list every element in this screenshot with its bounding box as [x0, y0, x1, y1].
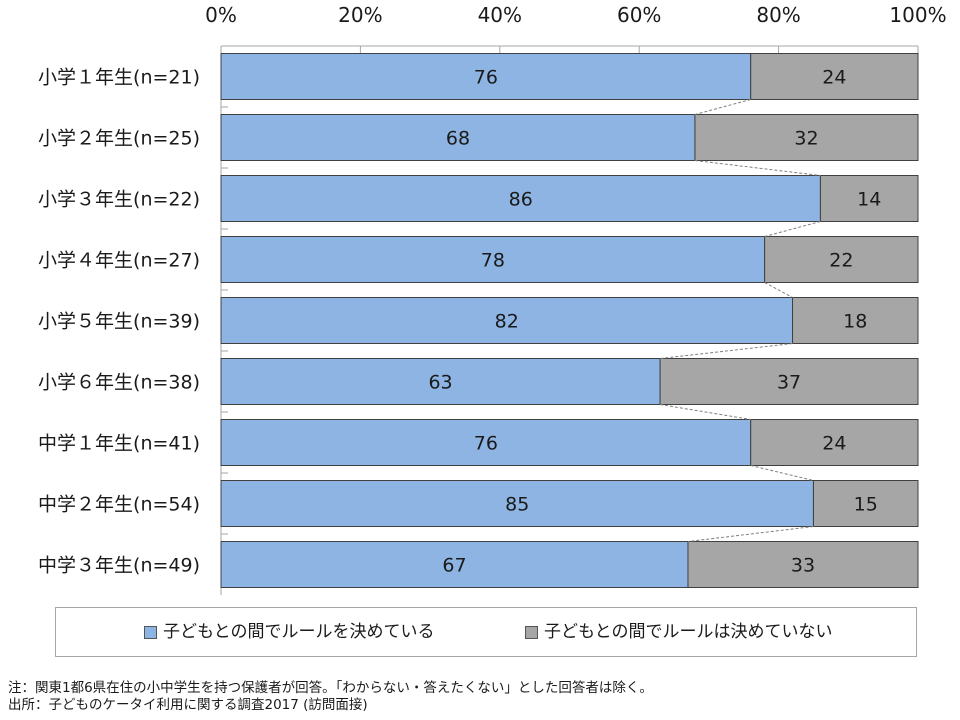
data-label-rules-not-set: 15	[854, 494, 878, 516]
series-connector-line	[764, 282, 793, 298]
bar-segment-rules-not-set	[750, 419, 919, 466]
series-connector-line	[694, 160, 821, 176]
x-tick-label: 0%	[205, 3, 237, 27]
category-label: 小学２年生(n=25)	[38, 128, 200, 150]
category-label: 小学５年生(n=39)	[38, 311, 200, 333]
data-label-rules-set: 76	[474, 67, 498, 89]
legend: 子どもとの間でルールを決めている 子どもとの間でルールは決めていない	[55, 607, 917, 657]
data-label-rules-not-set: 32	[794, 128, 818, 150]
series-connector-line	[660, 404, 751, 420]
data-label-rules-set: 86	[509, 189, 533, 211]
series-connector-line	[750, 465, 814, 481]
data-label-rules-not-set: 33	[791, 555, 815, 577]
data-label-rules-set: 82	[495, 311, 519, 333]
footnote-source: 出所：子どものケータイ利用に関する調査2017 (訪問面接)	[8, 697, 368, 713]
bar-segment-rules-set	[220, 114, 696, 161]
data-label-rules-set: 76	[474, 433, 498, 455]
footnotes: 注：関東1都6県在住の小中学生を持つ保護者が回答。「わからない・答えたくない」と…	[8, 680, 653, 714]
bar-segment-rules-not-set	[792, 297, 919, 344]
x-tick-label: 80%	[756, 3, 800, 27]
series-connector-line	[694, 99, 751, 115]
data-label-rules-set: 68	[446, 128, 470, 150]
data-label-rules-not-set: 24	[822, 67, 846, 89]
bar-segment-rules-set	[220, 419, 752, 466]
bar-segment-rules-set	[220, 297, 794, 344]
legend-label-rules-not-set: 子どもとの間でルールは決めていない	[544, 622, 833, 642]
bar-segment-rules-set	[220, 175, 821, 222]
data-label-rules-set: 63	[428, 372, 452, 394]
bar-segment-rules-not-set	[687, 541, 919, 588]
bar-segment-rules-not-set	[812, 480, 919, 527]
legend-swatch-rules-not-set	[525, 625, 538, 639]
legend-label-rules-set: 子どもとの間でルールを決めている	[163, 622, 435, 642]
x-tick-label: 100%	[889, 3, 946, 27]
footnote-note: 注：関東1都6県在住の小中学生を持つ保護者が回答。「わからない・答えたくない」と…	[8, 680, 653, 696]
data-label-rules-not-set: 24	[822, 433, 846, 455]
x-tick-label: 40%	[478, 3, 522, 27]
data-label-rules-not-set: 18	[843, 311, 867, 333]
category-label: 小学６年生(n=38)	[38, 372, 200, 394]
bar-segment-rules-set	[220, 480, 814, 527]
series-connector-line	[660, 343, 793, 359]
bar-segment-rules-not-set	[694, 114, 919, 161]
data-label-rules-not-set: 22	[829, 250, 853, 272]
data-label-rules-set: 85	[505, 494, 529, 516]
category-label: 小学３年生(n=22)	[38, 189, 200, 211]
bar-segment-rules-set	[220, 53, 752, 100]
x-tick-label: 20%	[338, 3, 382, 27]
legend-item-rules-not-set: 子どもとの間でルールは決めていない	[525, 622, 833, 642]
data-label-rules-not-set: 14	[857, 189, 881, 211]
data-label-rules-set: 78	[481, 250, 505, 272]
category-label: 中学１年生(n=41)	[38, 433, 200, 455]
category-label: 中学３年生(n=49)	[38, 555, 200, 577]
category-label: 小学１年生(n=21)	[38, 67, 200, 89]
bar-segment-rules-set	[220, 236, 766, 283]
x-tick-label: 60%	[617, 3, 661, 27]
legend-item-rules-set: 子どもとの間でルールを決めている	[144, 622, 435, 642]
bar-segment-rules-set	[220, 358, 661, 405]
category-label: 中学２年生(n=54)	[38, 494, 200, 516]
legend-swatch-rules-set	[144, 625, 157, 639]
category-label: 小学４年生(n=27)	[38, 250, 200, 272]
bar-segment-rules-not-set	[659, 358, 919, 405]
bar-segment-rules-not-set	[819, 175, 919, 222]
data-label-rules-not-set: 37	[777, 372, 801, 394]
bar-segment-rules-not-set	[750, 53, 919, 100]
series-connector-line	[764, 221, 821, 237]
data-label-rules-set: 67	[442, 555, 466, 577]
series-connector-line	[687, 526, 814, 542]
bar-segment-rules-not-set	[764, 236, 919, 283]
